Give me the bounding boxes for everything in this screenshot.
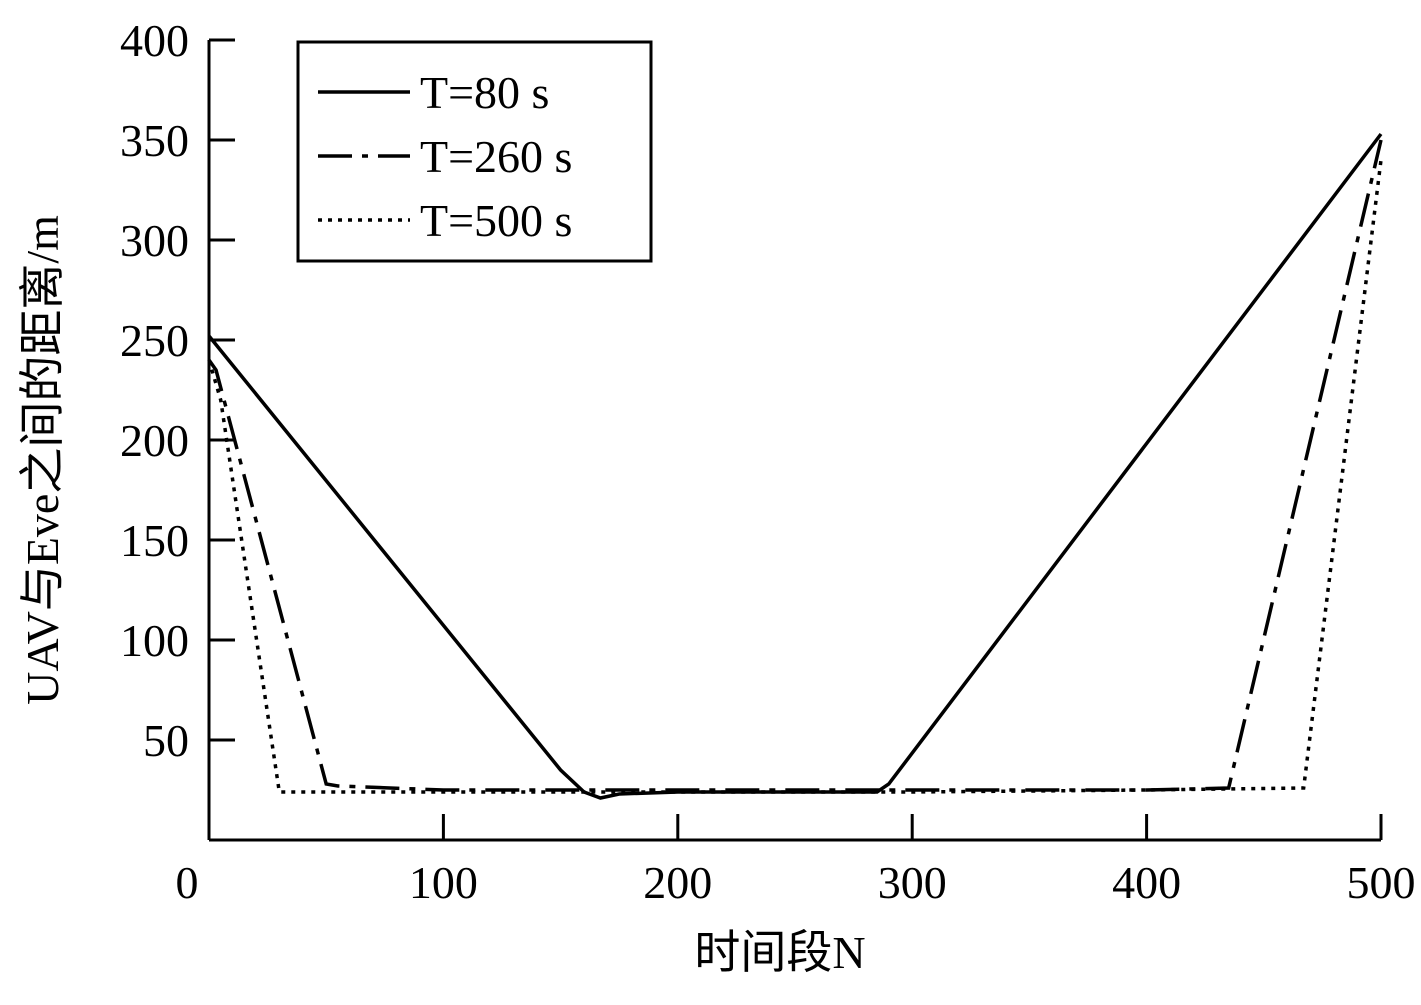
- x-tick-label: 200: [643, 857, 712, 908]
- series-line: [207, 159, 1383, 794]
- y-tick-label: 50: [143, 715, 189, 766]
- series-line: [207, 139, 1383, 792]
- legend-label: T=260 s: [420, 131, 572, 182]
- y-axis-label: UAV与Eve之间的距离/m: [17, 215, 68, 705]
- x-axis-label: 时间段N: [694, 927, 865, 978]
- x-tick-label: 500: [1347, 857, 1416, 908]
- series-line: [207, 132, 1383, 800]
- y-tick-label: 150: [120, 515, 189, 566]
- x-tick-label: 0: [176, 857, 199, 908]
- y-tick-label: 100: [120, 615, 189, 666]
- legend-label: T=80 s: [420, 67, 549, 118]
- y-tick-label: 350: [120, 115, 189, 166]
- y-tick-label: 250: [120, 315, 189, 366]
- y-tick-label: 400: [120, 15, 189, 66]
- x-tick-label: 400: [1112, 857, 1181, 908]
- legend-box: [296, 40, 653, 263]
- y-tick-label: 300: [120, 215, 189, 266]
- x-tick-label: 100: [409, 857, 478, 908]
- y-tick-label: 200: [120, 415, 189, 466]
- legend-label: T=500 s: [420, 195, 572, 246]
- x-tick-label: 300: [878, 857, 947, 908]
